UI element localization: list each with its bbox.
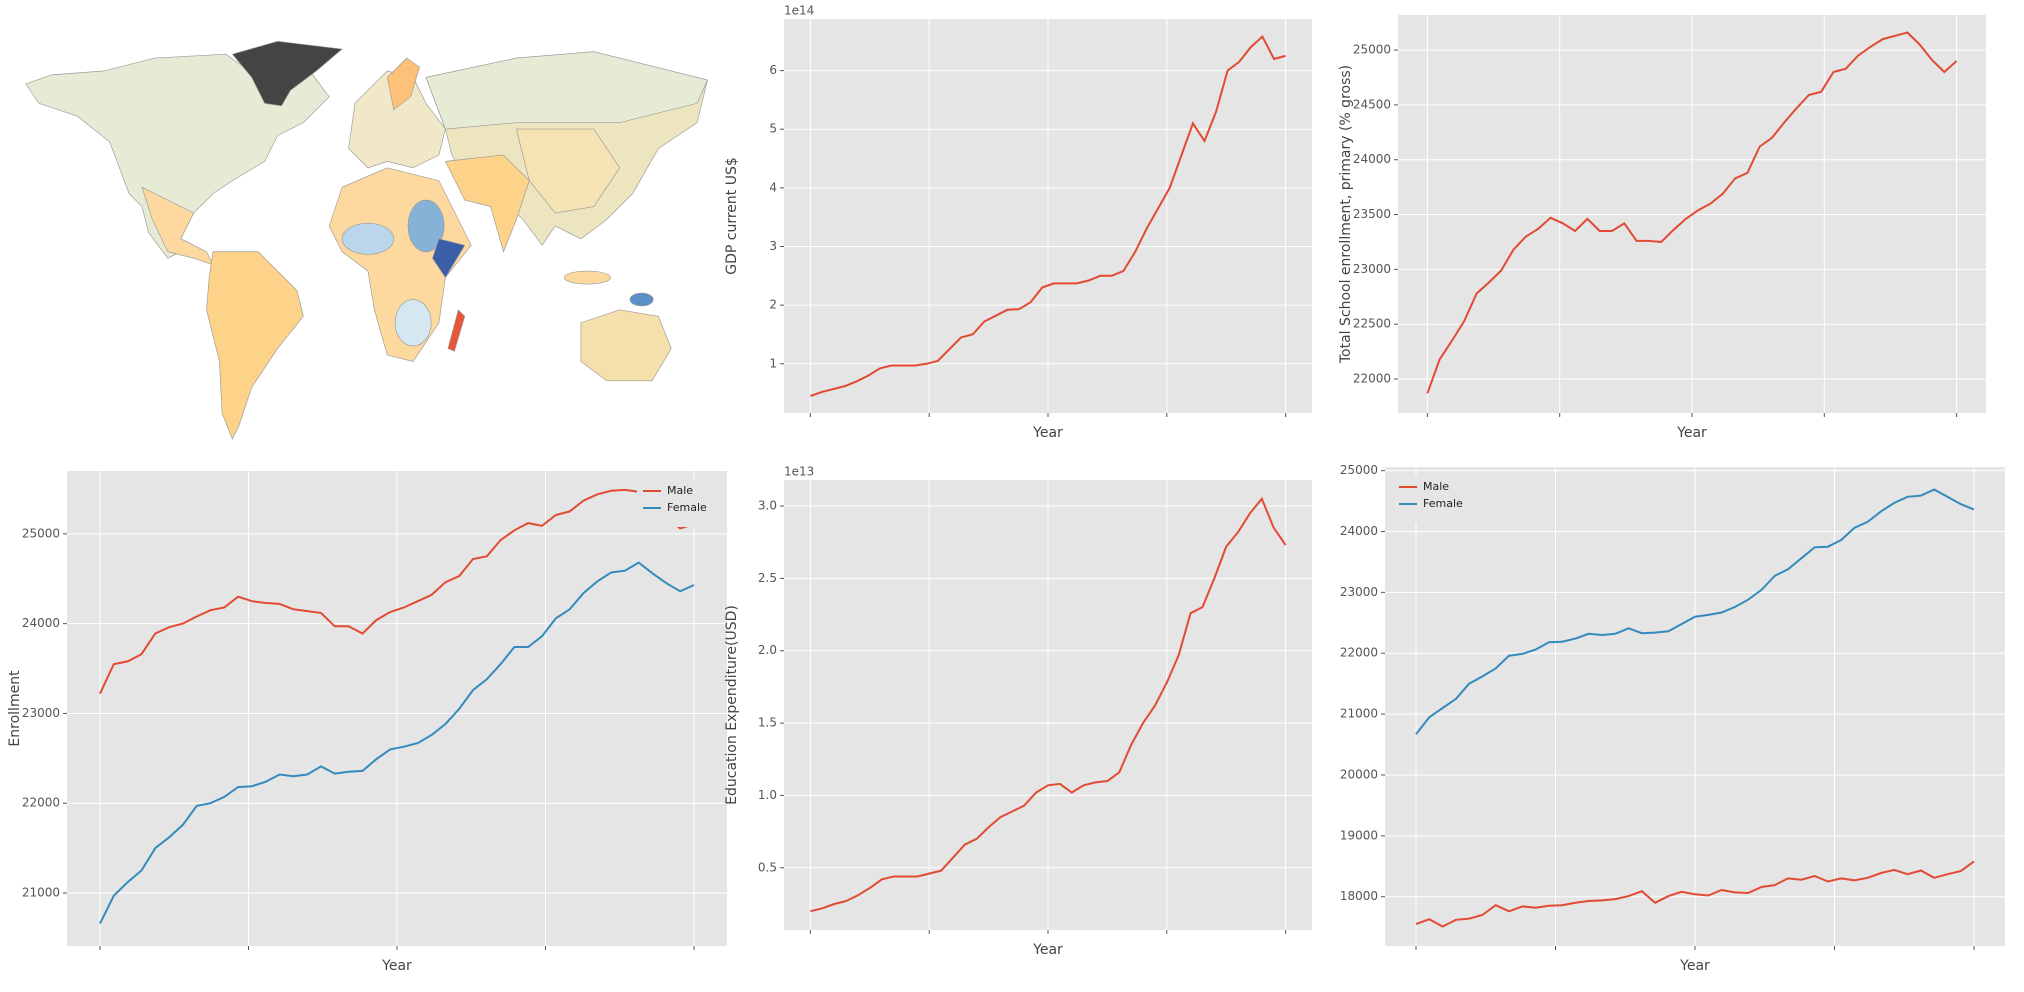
world-map [25, 40, 708, 440]
x-axis-label: Year [1679, 958, 1710, 974]
x-axis-label: Year [1032, 425, 1063, 441]
indonesia [563, 270, 611, 285]
y-tick-label: 19000 [1340, 828, 1378, 842]
y-tick-label: 25000 [22, 526, 60, 540]
y-tick-label: 2 [769, 298, 777, 312]
horn-of-africa [432, 238, 466, 279]
greenland [231, 40, 343, 107]
y-tick-label: 22500 [1353, 317, 1391, 331]
north-america [25, 53, 330, 259]
west-africa [341, 223, 395, 255]
legend-label: Female [667, 501, 707, 514]
y-tick-label: 1.5 [758, 716, 777, 730]
y-tick-label: 25000 [1353, 43, 1391, 57]
y-tick-label: 21000 [22, 886, 60, 900]
legend-label: Female [1423, 497, 1463, 510]
y-tick-label: 5 [769, 122, 777, 136]
y-tick-label: 23500 [1353, 207, 1391, 221]
y-tick-label: 3.0 [758, 499, 777, 513]
offset-label: 1e14 [784, 4, 814, 18]
y-tick-label: 1.0 [758, 788, 777, 802]
line-chart: 1 2 3 4 5 6 1e14 Year GDP current US$ [724, 4, 1312, 441]
y-tick-label: 23000 [1353, 262, 1391, 276]
y-tick-label: 23000 [22, 706, 60, 720]
y-axis-label: Enrollment [7, 670, 23, 747]
madagascar [447, 309, 466, 352]
y-axis-label: Education Expenditure(USD) [724, 605, 740, 805]
data-line [99, 561, 695, 925]
y-tick-label: 0.5 [758, 860, 777, 874]
offset-label: 1e13 [784, 465, 814, 479]
y-tick-label: 25000 [1340, 463, 1378, 477]
data-line [810, 496, 1287, 913]
y-tick-label: 6 [769, 63, 777, 77]
y-tick-label: 2.0 [758, 643, 777, 657]
line-chart: 0.5 1.0 1.5 2.0 2.5 3.0 1e13 Year Education Expe… [724, 465, 1312, 958]
data-line [1426, 31, 1958, 394]
south-asia [444, 154, 530, 253]
y-tick-label: 24000 [1340, 524, 1378, 538]
y-axis-label: GDP current US$ [724, 157, 740, 275]
y-tick-label: 24000 [1353, 152, 1391, 166]
legend-label: Male [1423, 480, 1449, 493]
east-africa [407, 199, 445, 253]
australia [580, 309, 672, 382]
y-tick-label: 22000 [22, 796, 60, 810]
legend-box [1393, 475, 1475, 523]
south-america [206, 251, 304, 440]
legend-box [637, 479, 719, 527]
y-tick-label: 2.5 [758, 571, 777, 585]
y-tick-label: 24000 [22, 616, 60, 630]
y-tick-label: 24500 [1353, 97, 1391, 111]
legend-label: Male [667, 484, 693, 497]
data-line [1415, 488, 1975, 735]
data-line [99, 488, 695, 695]
line-chart: 22000 22500 23000 23500 24000 24500 25000 Year T… [1338, 15, 1986, 441]
line-chart: 18000 19000 20000 21000 22000 23000 24000 25000… [1340, 463, 2005, 974]
y-axis-label: Total School enrollment, primary (% gros… [1338, 65, 1354, 364]
y-tick-label: 21000 [1340, 707, 1378, 721]
y-tick-label: 4 [769, 180, 777, 194]
x-axis-label: Year [381, 958, 412, 974]
southern-africa [394, 299, 432, 347]
scandinavia [386, 57, 420, 111]
y-tick-label: 22000 [1353, 372, 1391, 386]
new-guinea [629, 292, 654, 307]
y-tick-label: 3 [769, 239, 777, 253]
y-tick-label: 18000 [1340, 889, 1378, 903]
y-tick-label: 22000 [1340, 646, 1378, 660]
data-line [1415, 860, 1975, 928]
y-tick-label: 20000 [1340, 767, 1378, 781]
data-line [810, 34, 1286, 397]
russia [425, 51, 708, 130]
x-axis-label: Year [1676, 425, 1707, 441]
y-tick-label: 23000 [1340, 585, 1378, 599]
y-tick-label: 1 [769, 356, 777, 370]
line-chart: 21000 22000 23000 24000 25000 Year Enrollment M… [7, 471, 727, 974]
x-axis-label: Year [1032, 942, 1063, 958]
